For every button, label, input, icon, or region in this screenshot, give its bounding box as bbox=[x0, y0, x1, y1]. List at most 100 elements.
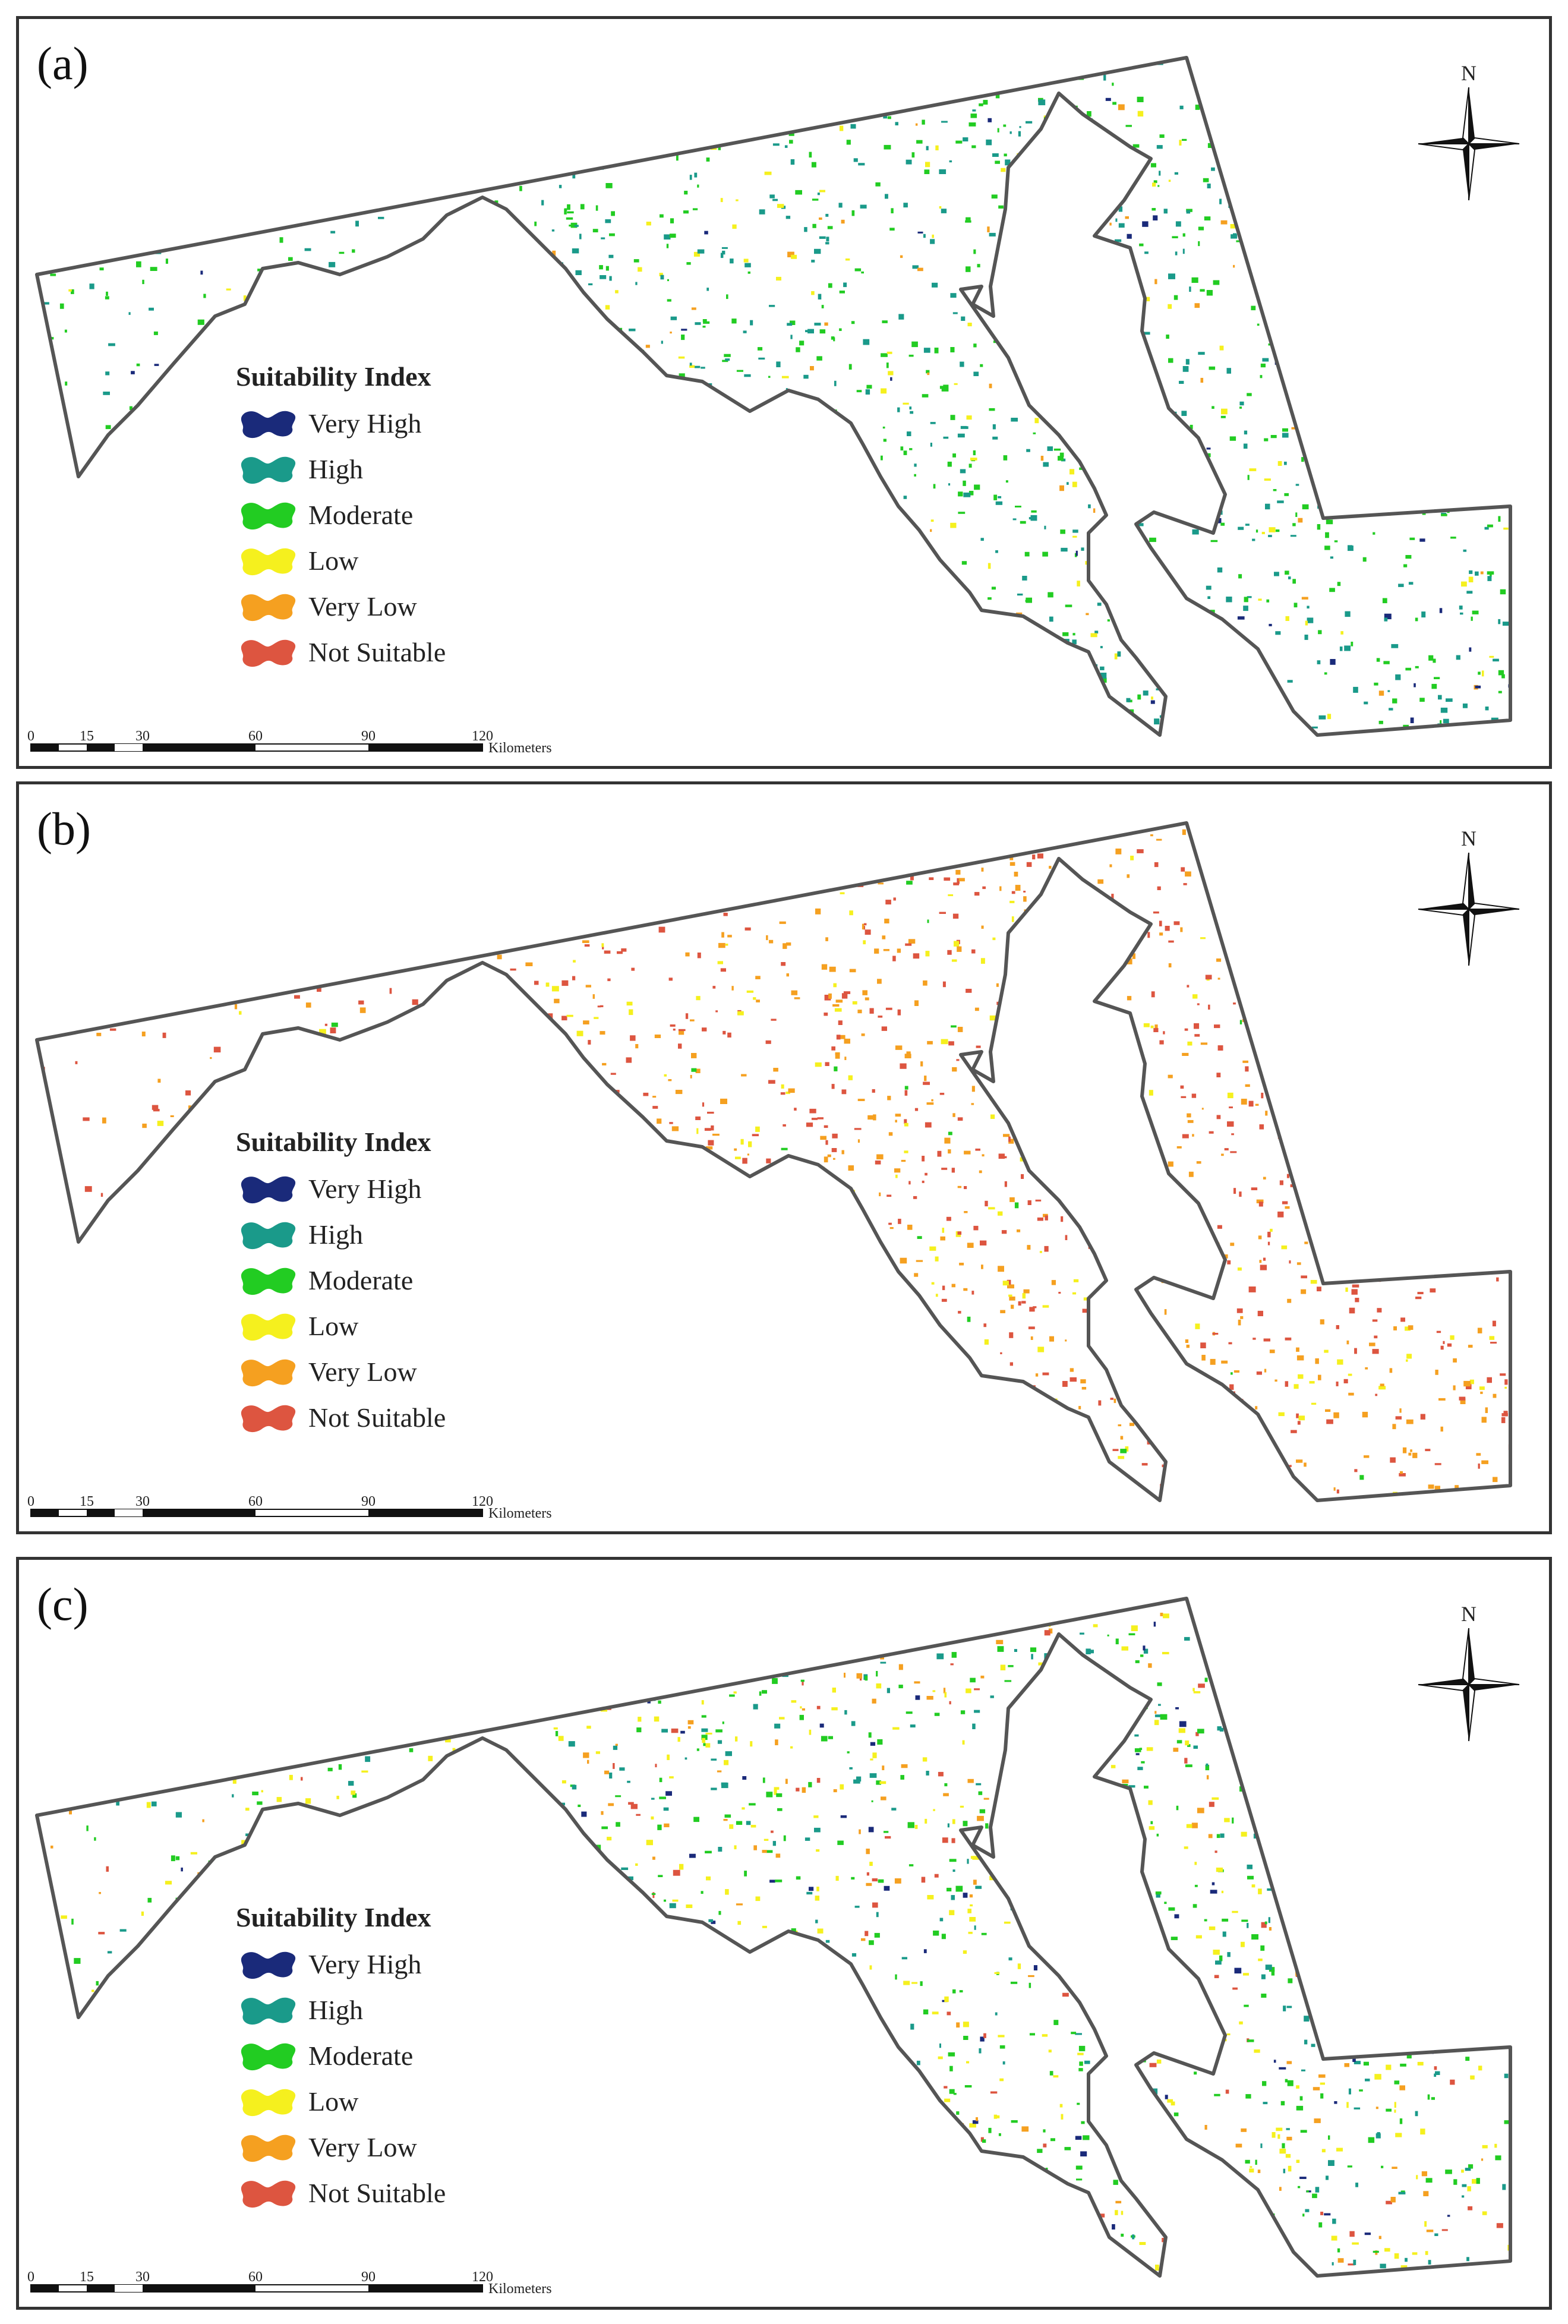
legend-item: Low bbox=[236, 1303, 446, 1349]
legend-item: Very High bbox=[236, 1941, 446, 1987]
legend-item: Very High bbox=[236, 401, 446, 446]
legend-swatch-icon bbox=[241, 594, 296, 621]
legend-item: Moderate bbox=[236, 2033, 446, 2079]
scale-tick-label: 0 bbox=[27, 1494, 34, 1509]
legend-label: Very Low bbox=[308, 2132, 417, 2162]
legend-label: Not Suitable bbox=[308, 2178, 446, 2208]
scale-tick-label: 120 bbox=[472, 1494, 493, 1509]
legend-swatch-icon bbox=[241, 639, 296, 667]
legend-label: Very High bbox=[308, 1174, 422, 1204]
panel-label: (b) bbox=[37, 803, 91, 854]
legend-label: Very High bbox=[308, 408, 422, 439]
scale-tick-label: 15 bbox=[80, 2269, 94, 2285]
legend-label: Very Low bbox=[308, 1357, 417, 1387]
north-arrow: N bbox=[1415, 1601, 1522, 1750]
state-outline bbox=[35, 1597, 1512, 2278]
legend-swatch-icon bbox=[241, 2043, 296, 2070]
legend-swatch-icon bbox=[241, 502, 296, 529]
legend-item: Very Low bbox=[236, 584, 446, 629]
scale-tick-label: 90 bbox=[361, 2269, 376, 2285]
map-panel-b: (b) Suitability Index Very High High Moder… bbox=[16, 781, 1552, 1534]
legend-item: Very Low bbox=[236, 2124, 446, 2170]
legend-label: High bbox=[308, 1995, 363, 2025]
map-panel-c: (c) Suitability Index Very High High Moder… bbox=[16, 1557, 1552, 2310]
legend-label: Moderate bbox=[308, 500, 414, 530]
scale-bar: 0 15 30 60 90 120 Kilometers bbox=[27, 2269, 552, 2297]
state-outline bbox=[35, 56, 1512, 737]
legend-title: Suitability Index bbox=[236, 1127, 431, 1157]
scale-tick-label: 60 bbox=[248, 729, 263, 744]
scale-tick-label: 60 bbox=[248, 1494, 263, 1509]
legend-label: High bbox=[308, 454, 363, 484]
north-arrow: N bbox=[1415, 826, 1522, 975]
legend-item: Not Suitable bbox=[236, 2170, 446, 2216]
legend: Suitability Index Very High High Moderate L… bbox=[236, 1126, 446, 1440]
scale-tick-label: 120 bbox=[472, 2269, 493, 2285]
legend-label: High bbox=[308, 1219, 363, 1250]
legend-swatch-icon bbox=[241, 2134, 296, 2162]
legend-label: Low bbox=[308, 545, 359, 576]
legend-label: Very High bbox=[308, 1949, 422, 1979]
legend-item: Moderate bbox=[236, 492, 446, 538]
scale-tick-label: 90 bbox=[361, 1494, 376, 1509]
north-letter: N bbox=[1461, 61, 1476, 85]
legend-label: Moderate bbox=[308, 1265, 414, 1295]
north-arrow: N bbox=[1415, 61, 1522, 209]
legend-swatch-icon bbox=[241, 2089, 296, 2116]
legend-swatch-icon bbox=[241, 1222, 296, 1249]
legend-item: High bbox=[236, 446, 446, 492]
scale-unit: Kilometers bbox=[488, 1506, 552, 1521]
legend-item: Low bbox=[236, 2079, 446, 2124]
scale-bar: 0 15 30 60 90 120 Kilometers bbox=[27, 729, 552, 756]
legend-title: Suitability Index bbox=[236, 1902, 431, 1932]
legend-title: Suitability Index bbox=[236, 361, 431, 392]
scale-tick-label: 15 bbox=[80, 729, 94, 744]
scale-unit: Kilometers bbox=[488, 740, 552, 756]
compass-rose-icon bbox=[1418, 1628, 1520, 1742]
legend-swatch-icon bbox=[241, 1313, 296, 1341]
compass-rose-icon bbox=[1418, 852, 1520, 966]
scale-tick-label: 0 bbox=[27, 2269, 34, 2285]
legend-item: Very Low bbox=[236, 1349, 446, 1395]
legend-item: Moderate bbox=[236, 1257, 446, 1303]
legend-item: Not Suitable bbox=[236, 1395, 446, 1440]
north-letter: N bbox=[1461, 827, 1476, 850]
legend-swatch-icon bbox=[241, 1267, 296, 1295]
scale-unit: Kilometers bbox=[488, 2281, 552, 2297]
legend-label: Not Suitable bbox=[308, 637, 446, 667]
suitability-map bbox=[35, 821, 1512, 1502]
scale-tick-label: 15 bbox=[80, 1494, 94, 1509]
legend-item: Very High bbox=[236, 1166, 446, 1212]
scale-tick-label: 0 bbox=[27, 729, 34, 744]
legend-label: Not Suitable bbox=[308, 1402, 446, 1433]
north-letter: N bbox=[1461, 1602, 1476, 1626]
compass-rose-icon bbox=[1418, 87, 1520, 201]
legend-item: Not Suitable bbox=[236, 629, 446, 675]
legend-swatch-icon bbox=[241, 456, 296, 484]
legend-swatch-icon bbox=[241, 548, 296, 575]
scale-tick-label: 30 bbox=[135, 1494, 150, 1509]
legend-swatch-icon bbox=[241, 1951, 296, 1979]
legend-label: Very Low bbox=[308, 591, 417, 622]
legend-swatch-icon bbox=[241, 1359, 296, 1386]
panel-label: (c) bbox=[37, 1578, 89, 1630]
legend-label: Low bbox=[308, 2086, 359, 2117]
scale-tick-label: 30 bbox=[135, 2269, 150, 2285]
scale-bar: 0 15 30 60 90 120 Kilometers bbox=[27, 1494, 552, 1521]
legend-swatch-icon bbox=[241, 1997, 296, 2025]
panel-label: (a) bbox=[37, 37, 89, 89]
legend-item: High bbox=[236, 1212, 446, 1257]
legend-swatch-icon bbox=[241, 2180, 296, 2208]
legend-item: Low bbox=[236, 538, 446, 584]
legend: Suitability Index Very High High Moderate L… bbox=[236, 361, 446, 675]
scale-tick-label: 30 bbox=[135, 729, 150, 744]
legend-label: Low bbox=[308, 1311, 359, 1341]
legend-label: Moderate bbox=[308, 2041, 414, 2071]
state-outline bbox=[35, 821, 1512, 1502]
suitability-map bbox=[35, 56, 1512, 737]
legend-swatch-icon bbox=[241, 411, 296, 438]
legend: Suitability Index Very High High Moderate L… bbox=[236, 1902, 446, 2216]
suitability-map bbox=[35, 1597, 1512, 2278]
map-panel-a: (a) Suitability Index Very High High Moder… bbox=[16, 16, 1552, 769]
legend-swatch-icon bbox=[241, 1405, 296, 1432]
